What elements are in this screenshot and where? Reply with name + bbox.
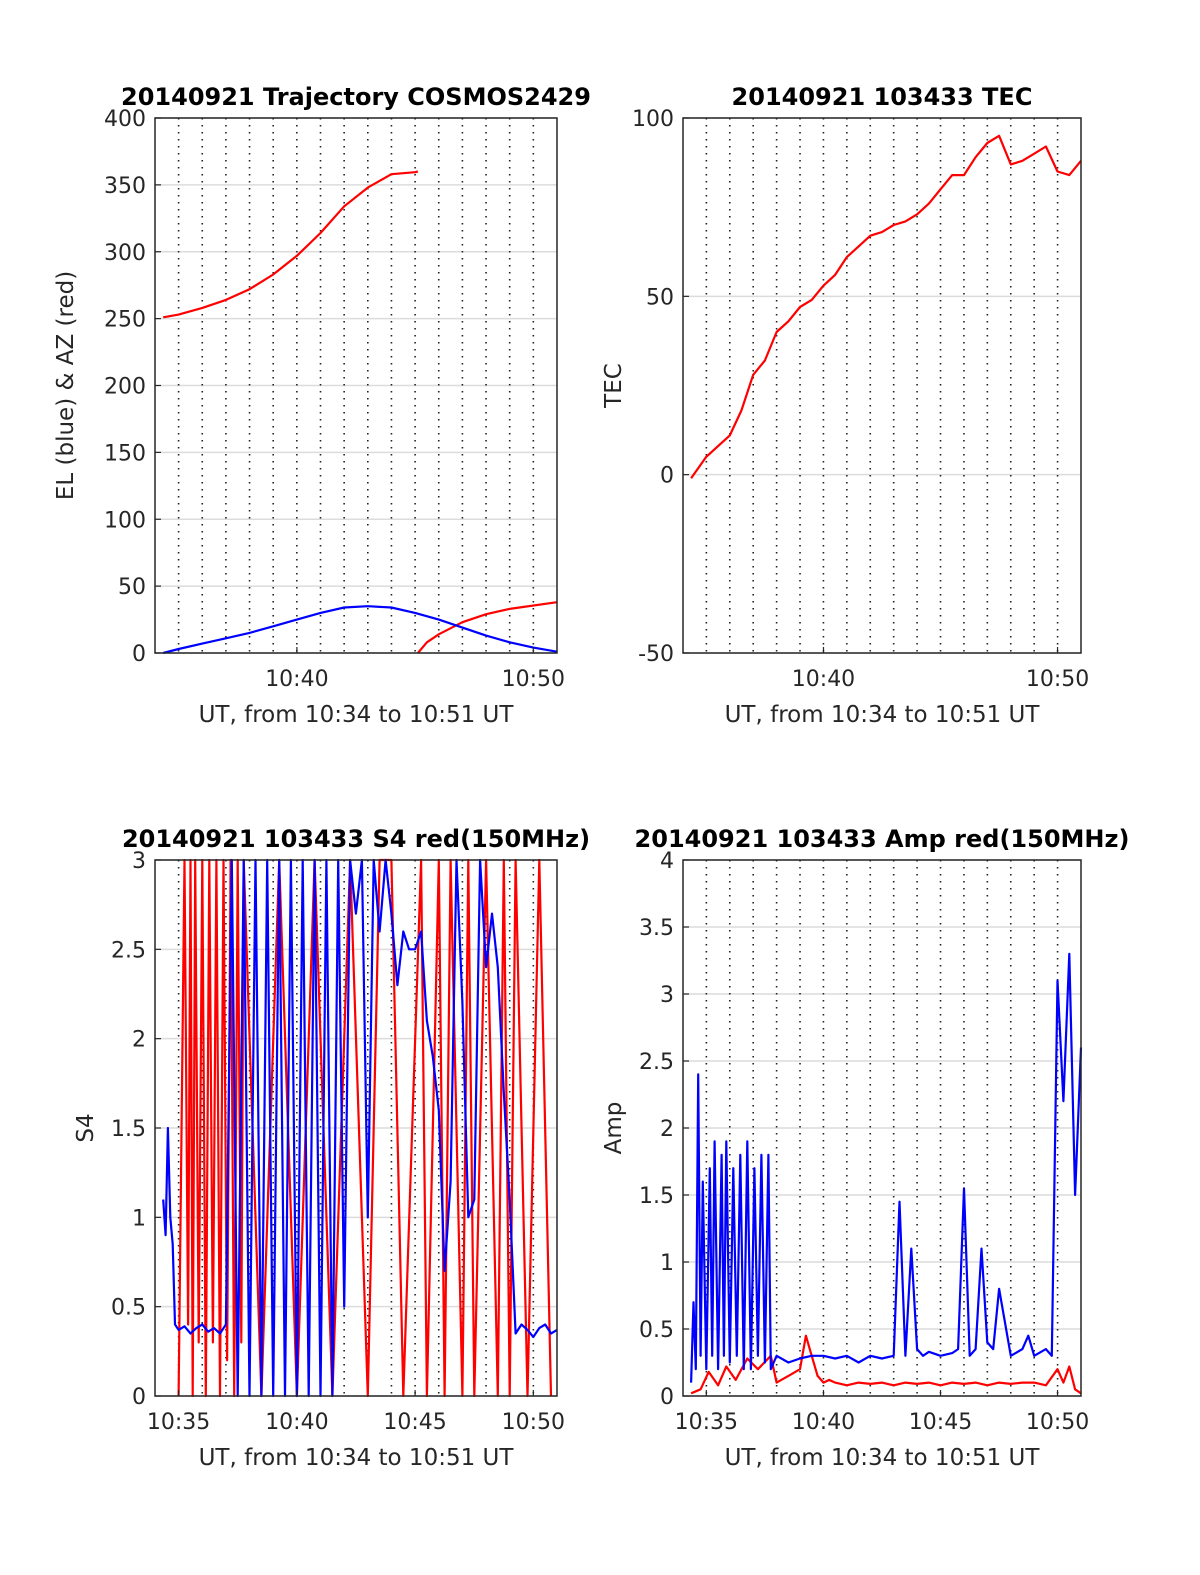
y-axis-label: EL (blue) & AZ (red) (53, 271, 79, 500)
red-series-line (163, 170, 419, 319)
y-tick-label: 2.5 (639, 1050, 674, 1075)
y-tick-label: 2.5 (111, 938, 146, 963)
y-tick-label: 1 (660, 1251, 674, 1276)
y-tick-label: 0 (660, 464, 674, 489)
x-tick-label: 10:45 (909, 1410, 972, 1435)
x-tick-label: 10:50 (502, 1410, 565, 1435)
y-tick-label: 3 (660, 983, 674, 1008)
x-tick-label: 10:40 (792, 667, 855, 692)
y-tick-label: 1.5 (639, 1184, 674, 1209)
x-tick-label: 10:35 (675, 1410, 738, 1435)
y-axis-label: TEC (601, 363, 627, 409)
chart-panel-2: -50 0 50 100 10:40 10:50 20140921 103433 TEC UT… (601, 83, 1089, 728)
y-tick-label: -50 (638, 642, 674, 667)
y-tick-label: 100 (632, 107, 674, 132)
chart-title: 20140921 Trajectory COSMOS2429 (121, 83, 591, 111)
y-tick-label: 350 (104, 174, 146, 199)
y-axis-label: Amp (601, 1102, 627, 1155)
y-tick-label: 0.5 (111, 1296, 146, 1321)
x-tick-label: 10:40 (265, 1410, 328, 1435)
y-tick-label: 1.5 (111, 1117, 146, 1142)
red-series-line (690, 134, 1082, 479)
y-tick-label: 250 (104, 308, 146, 333)
y-tick-label: 2 (132, 1028, 146, 1053)
x-tick-label: 10:50 (1026, 667, 1089, 692)
plot-area (683, 118, 1081, 653)
x-tick-label: 10:50 (502, 667, 565, 692)
x-tick-label: 10:40 (265, 667, 328, 692)
y-tick-label: 4 (660, 849, 674, 874)
y-tick-label: 300 (104, 241, 146, 266)
y-tick-label: 50 (118, 575, 146, 600)
y-tick-label: 150 (104, 441, 146, 466)
x-tick-label: 10:50 (1026, 1410, 1089, 1435)
x-axis-label: UT, from 10:34 to 10:51 UT (199, 702, 515, 728)
y-tick-label: 200 (104, 375, 146, 400)
blue-series-line (162, 605, 558, 655)
red-series-line (417, 601, 558, 654)
y-tick-label: 1 (132, 1206, 146, 1231)
x-tick-label: 10:40 (792, 1410, 855, 1435)
blue-series-line (690, 952, 1083, 1383)
x-axis-label: UT, from 10:34 to 10:51 UT (725, 702, 1041, 728)
y-tick-label: 400 (104, 107, 146, 132)
x-axis-label: UT, from 10:34 to 10:51 UT (199, 1445, 515, 1471)
y-axis-label: S4 (73, 1113, 99, 1142)
y-tick-label: 0 (132, 1385, 146, 1410)
x-axis-label: UT, from 10:34 to 10:51 UT (725, 1445, 1041, 1471)
axes-frame (682, 117, 1082, 654)
chart-title: 20140921 103433 TEC (732, 83, 1033, 111)
chart-panel-4: 0 0.5 1 1.5 2 2.5 3 3.5 4 10:35 10:40 10:45 10:50 201… (601, 825, 1129, 1471)
chart-panel-1: 0 50 100 150 200 250 300 350 400 10:40 10:50 201409… (53, 83, 591, 728)
y-tick-label: 2 (660, 1117, 674, 1142)
y-tick-label: 0.5 (639, 1318, 674, 1343)
y-tick-label: 3 (132, 849, 146, 874)
x-tick-label: 10:45 (383, 1410, 446, 1435)
chart-title: 20140921 103433 S4 red(150MHz) (122, 825, 590, 853)
red-series-line (690, 1334, 1082, 1395)
y-tick-label: 50 (646, 285, 674, 310)
y-tick-label: 0 (660, 1385, 674, 1410)
x-tick-label: 10:35 (147, 1410, 210, 1435)
y-tick-label: 0 (132, 642, 146, 667)
chart-title: 20140921 103433 Amp red(150MHz) (635, 825, 1130, 853)
y-tick-label: 3.5 (639, 916, 674, 941)
y-tick-label: 100 (104, 508, 146, 533)
chart-panel-3: 0 0.5 1 1.5 2 2.5 3 10:35 10:40 10:45 10:50 2014092… (73, 825, 590, 1471)
